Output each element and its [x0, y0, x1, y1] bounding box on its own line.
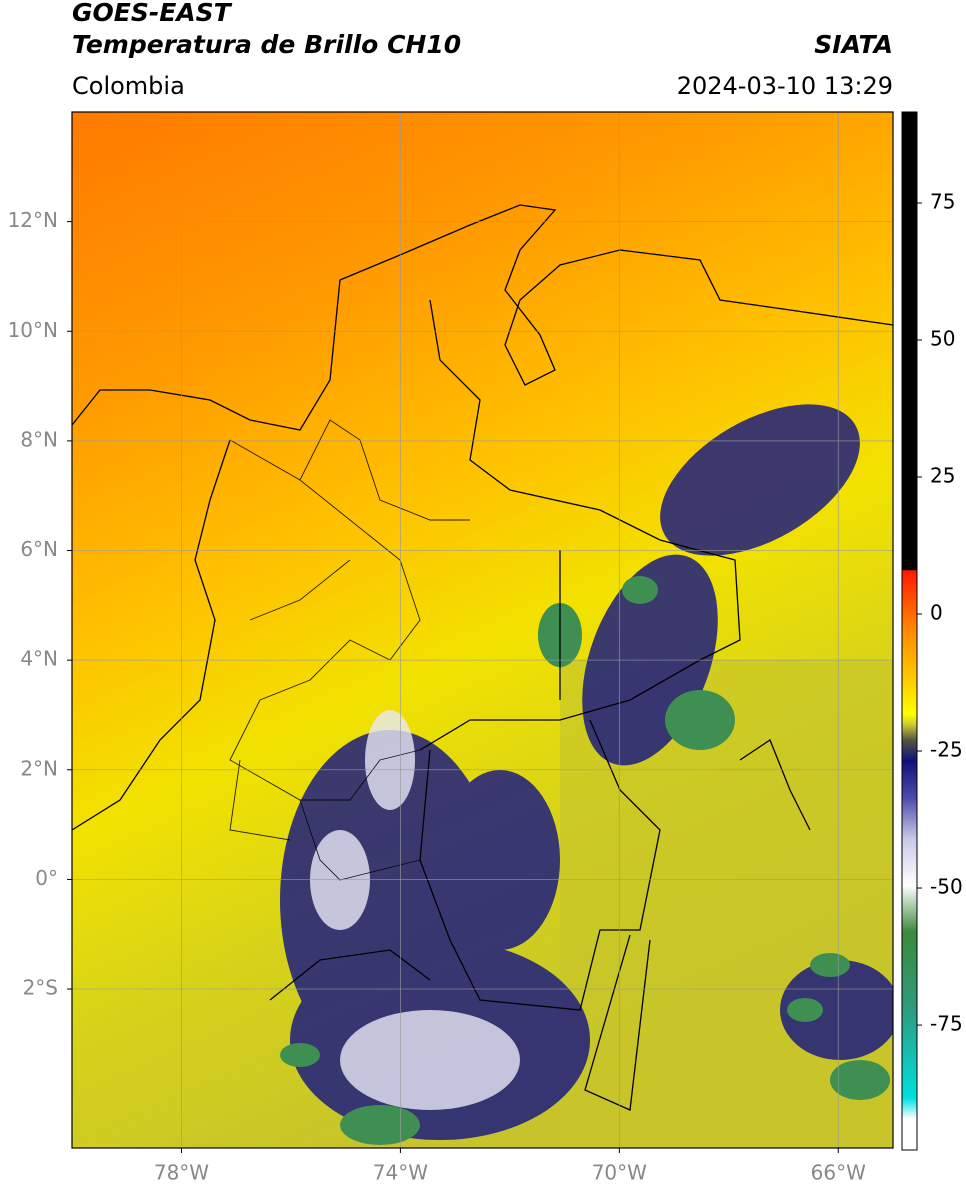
- x-tick-label: 70°W: [592, 1161, 647, 1185]
- colorbar-tick-label: 75: [930, 189, 955, 213]
- colorbar: [901, 111, 918, 1151]
- y-tick-label: 6°N: [20, 537, 58, 561]
- map-image: [72, 112, 893, 1148]
- region: Colombia: [72, 72, 185, 100]
- colorbar-tick-label: 25: [930, 463, 955, 487]
- y-tick-label: 0°: [35, 866, 58, 890]
- colorbar-tick-label: 0: [930, 601, 943, 625]
- y-tick-label: 2°S: [23, 976, 58, 1000]
- title-line1: GOES-EAST: [72, 0, 233, 27]
- source: SIATA: [814, 30, 893, 59]
- map-frame: [71, 111, 894, 1149]
- colorbar-tick-label: -75: [930, 1012, 963, 1036]
- datetime: 2024-03-10 13:29: [677, 72, 893, 100]
- y-tick-label: 10°N: [8, 318, 58, 342]
- x-tick-label: 78°W: [154, 1161, 209, 1185]
- y-tick-label: 2°N: [20, 756, 58, 780]
- y-tick-label: 4°N: [20, 647, 58, 671]
- colorbar-tick-label: -50: [930, 875, 963, 899]
- colorbar-tick-label: -25: [930, 738, 963, 762]
- x-tick-label: 66°W: [811, 1161, 866, 1185]
- y-tick-label: 12°N: [8, 208, 58, 232]
- x-tick-label: 74°W: [373, 1161, 428, 1185]
- y-tick-label: 8°N: [20, 427, 58, 451]
- colorbar-tick-label: 50: [930, 326, 955, 350]
- title-line2: Temperatura de Brillo CH10: [72, 30, 461, 59]
